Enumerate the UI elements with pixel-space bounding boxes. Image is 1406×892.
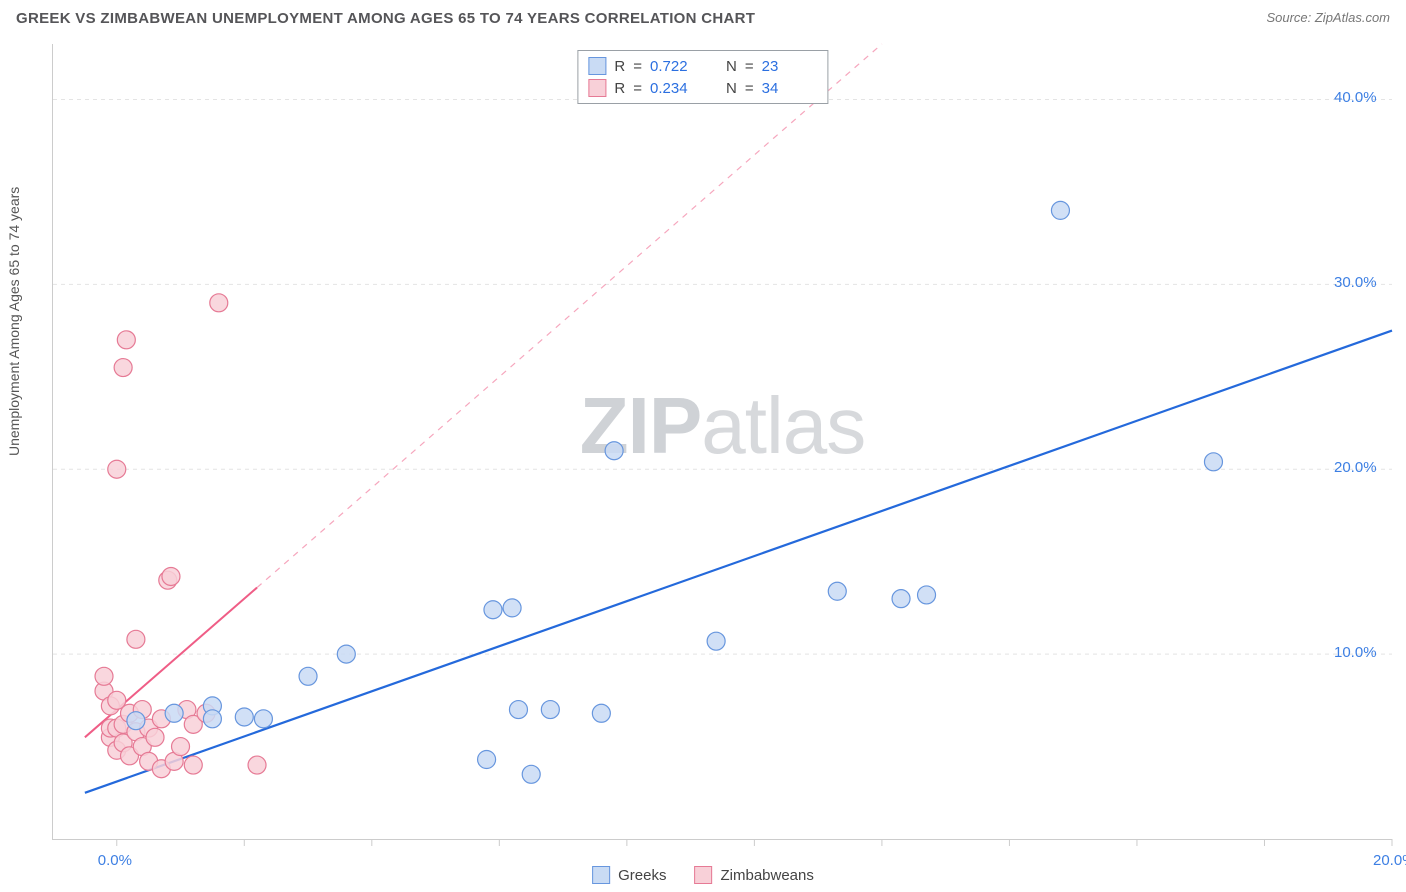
legend-swatch [592, 866, 610, 884]
x-tick-label: 20.0% [1373, 852, 1406, 869]
legend-r-value: 0.722 [650, 58, 706, 75]
legend-row: R=0.722N=23 [588, 55, 817, 77]
scatter-plot: ZIPatlas [52, 44, 1392, 840]
legend-swatch [694, 866, 712, 884]
chart-svg [53, 44, 1392, 839]
y-tick-label: 20.0% [1334, 459, 1377, 476]
legend-label: Greeks [618, 867, 666, 884]
legend-n-value: 23 [762, 58, 818, 75]
y-axis-label: Unemployment Among Ages 65 to 74 years [6, 436, 22, 456]
x-tick-label: 0.0% [98, 852, 132, 869]
legend-label: Zimbabweans [720, 867, 813, 884]
legend-r-label: R [614, 58, 625, 75]
series-legend: Greeks Zimbabweans [592, 866, 814, 884]
legend-row: R=0.234N=34 [588, 77, 817, 99]
y-tick-label: 30.0% [1334, 274, 1377, 291]
legend-swatch [588, 57, 606, 75]
legend-n-value: 34 [762, 80, 818, 97]
legend-swatch [588, 79, 606, 97]
legend-r-value: 0.234 [650, 80, 706, 97]
page-title: GREEK VS ZIMBABWEAN UNEMPLOYMENT AMONG A… [16, 10, 755, 27]
y-tick-label: 40.0% [1334, 89, 1377, 106]
legend-item: Greeks [592, 866, 666, 884]
correlation-legend: R=0.722N=23R=0.234N=34 [577, 50, 828, 104]
legend-item: Zimbabweans [694, 866, 813, 884]
y-tick-label: 10.0% [1334, 644, 1377, 661]
legend-r-label: R [614, 80, 625, 97]
legend-n-label: N [726, 58, 737, 75]
legend-n-label: N [726, 80, 737, 97]
source-attribution: Source: ZipAtlas.com [1266, 10, 1390, 25]
